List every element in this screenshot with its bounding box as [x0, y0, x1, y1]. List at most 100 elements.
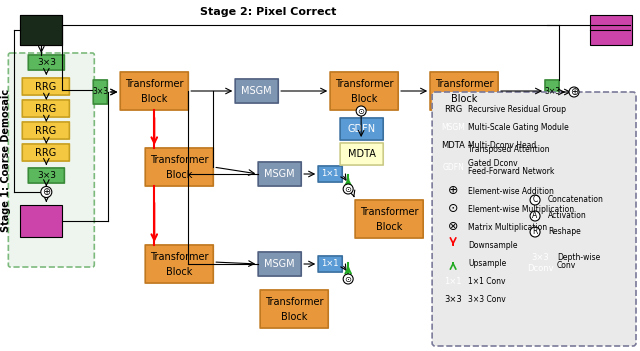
FancyBboxPatch shape [22, 122, 69, 139]
Text: Feed-Forward Network: Feed-Forward Network [468, 167, 554, 177]
FancyBboxPatch shape [318, 166, 342, 182]
FancyBboxPatch shape [145, 245, 213, 283]
FancyBboxPatch shape [432, 92, 636, 346]
Text: Matrix Multiplication: Matrix Multiplication [468, 223, 547, 232]
Text: Recursive Residual Group: Recursive Residual Group [468, 105, 566, 113]
Text: 1×1: 1×1 [321, 259, 339, 269]
Text: GDFN: GDFN [442, 164, 464, 172]
FancyBboxPatch shape [258, 162, 301, 186]
Text: ⊙: ⊙ [345, 185, 351, 193]
Text: 1×1: 1×1 [444, 277, 462, 285]
Text: R: R [532, 227, 538, 237]
Text: Block: Block [141, 94, 168, 104]
FancyBboxPatch shape [318, 256, 342, 272]
FancyBboxPatch shape [28, 168, 65, 183]
Text: C: C [532, 196, 538, 205]
Circle shape [530, 195, 540, 205]
FancyBboxPatch shape [20, 15, 62, 45]
FancyBboxPatch shape [442, 275, 464, 287]
Text: RRG: RRG [35, 81, 56, 92]
Text: 3×3: 3×3 [544, 87, 560, 97]
Text: ⊗: ⊗ [448, 220, 458, 233]
Text: RRG: RRG [35, 104, 56, 113]
FancyBboxPatch shape [545, 80, 559, 104]
Text: Block: Block [166, 267, 193, 277]
FancyBboxPatch shape [8, 53, 94, 267]
Text: ⊕: ⊕ [448, 185, 458, 198]
Text: Block: Block [376, 223, 403, 232]
Text: MDTA: MDTA [441, 140, 465, 150]
FancyBboxPatch shape [430, 72, 498, 110]
Text: Transformer: Transformer [125, 79, 184, 89]
Text: A: A [532, 212, 538, 220]
Text: RRG: RRG [35, 147, 56, 158]
Text: Block: Block [451, 94, 477, 104]
Text: RRG: RRG [35, 126, 56, 135]
FancyBboxPatch shape [525, 252, 555, 274]
FancyBboxPatch shape [340, 143, 383, 165]
Text: 1×1: 1×1 [321, 170, 339, 179]
Text: MDTA: MDTA [348, 149, 376, 159]
Circle shape [530, 227, 540, 237]
Text: MSGM: MSGM [441, 122, 465, 132]
Bar [20, 15, 62, 45]
FancyBboxPatch shape [145, 148, 213, 186]
FancyBboxPatch shape [330, 72, 398, 110]
FancyBboxPatch shape [442, 103, 464, 115]
Text: MSGM: MSGM [264, 169, 295, 179]
Text: Transformer: Transformer [265, 297, 323, 307]
Text: 3×3: 3×3 [92, 87, 108, 97]
Circle shape [343, 274, 353, 284]
Text: ⊙: ⊙ [358, 106, 365, 115]
Text: Block: Block [281, 312, 307, 322]
Text: Element-wise Addition: Element-wise Addition [468, 186, 554, 196]
Circle shape [343, 184, 353, 194]
FancyBboxPatch shape [442, 162, 464, 174]
Text: Block: Block [351, 94, 378, 104]
FancyBboxPatch shape [28, 55, 65, 70]
Text: Reshape: Reshape [548, 227, 581, 237]
Text: RRG: RRG [444, 105, 462, 113]
FancyBboxPatch shape [120, 72, 188, 110]
Bar [590, 15, 632, 45]
Text: 3×3 Conv: 3×3 Conv [468, 294, 506, 304]
FancyBboxPatch shape [442, 121, 464, 133]
Text: 1×1 Conv: 1×1 Conv [468, 277, 506, 285]
FancyBboxPatch shape [260, 290, 328, 328]
FancyBboxPatch shape [22, 144, 69, 161]
FancyBboxPatch shape [340, 118, 383, 140]
Text: Gated Dconv: Gated Dconv [468, 159, 518, 167]
Text: Conv: Conv [557, 261, 576, 271]
Text: Stage 2: Pixel Correct: Stage 2: Pixel Correct [200, 7, 337, 17]
FancyBboxPatch shape [442, 293, 464, 305]
Text: ⊕: ⊕ [42, 187, 51, 197]
Text: Block: Block [166, 170, 193, 180]
Text: MSGM: MSGM [264, 259, 295, 269]
Bar [20, 205, 62, 237]
FancyBboxPatch shape [93, 80, 108, 104]
FancyBboxPatch shape [22, 100, 69, 117]
Circle shape [41, 186, 52, 198]
Circle shape [356, 106, 366, 116]
Text: Transformer: Transformer [150, 252, 209, 262]
FancyBboxPatch shape [22, 78, 69, 95]
Circle shape [569, 87, 579, 97]
FancyBboxPatch shape [258, 252, 301, 276]
Text: 3×3: 3×3 [37, 171, 56, 180]
Text: GDFN: GDFN [348, 124, 376, 134]
Text: Concatenation: Concatenation [548, 196, 604, 205]
Text: Activation: Activation [548, 212, 587, 220]
Text: Multi-Scale Gating Module: Multi-Scale Gating Module [468, 122, 569, 132]
Text: ⊙: ⊙ [448, 203, 458, 216]
Text: Element-wise Multiplication: Element-wise Multiplication [468, 205, 574, 213]
Text: Depth-wise: Depth-wise [557, 252, 600, 261]
Text: Transformer: Transformer [150, 155, 209, 165]
Text: Upsample: Upsample [468, 258, 506, 267]
Text: Transformer: Transformer [360, 207, 419, 217]
Text: 3×3: 3×3 [444, 294, 462, 304]
FancyBboxPatch shape [442, 139, 464, 151]
Text: Transposed Attention: Transposed Attention [468, 146, 550, 154]
Text: Multi-Dconv Head: Multi-Dconv Head [468, 140, 536, 150]
Text: 3×3
Dconv: 3×3 Dconv [527, 253, 554, 273]
Circle shape [530, 211, 540, 221]
